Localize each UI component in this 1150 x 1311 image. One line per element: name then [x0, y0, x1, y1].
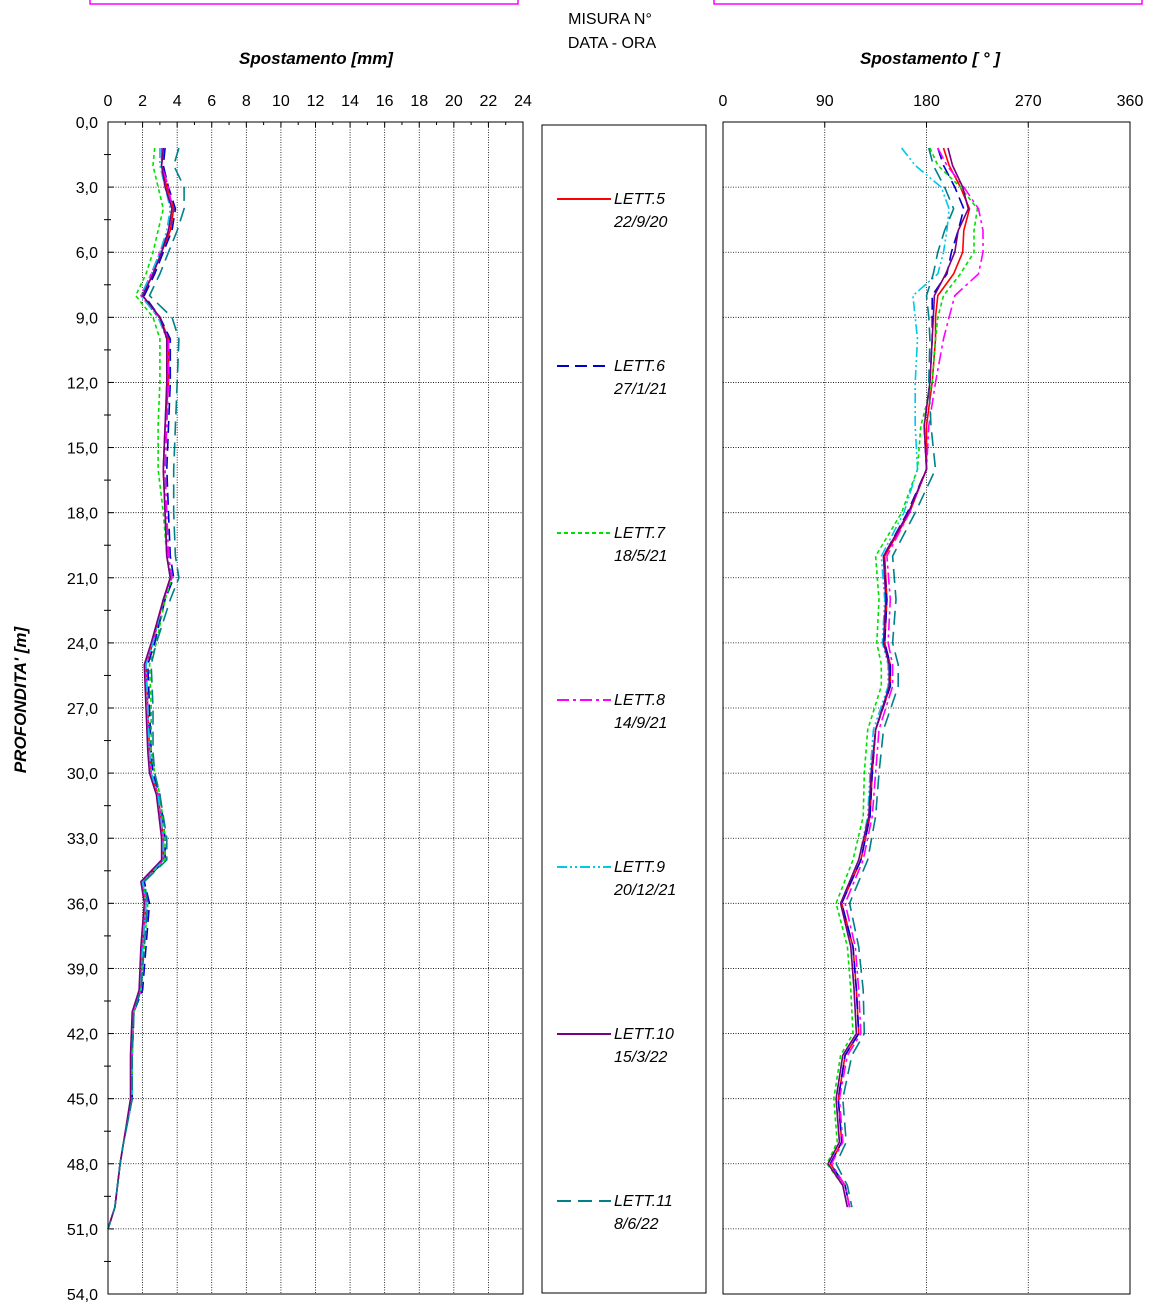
left-x-tick-label: 0 — [104, 93, 113, 110]
left-x-tick-label: 20 — [445, 93, 463, 110]
legend-date: 8/6/22 — [614, 1216, 659, 1233]
y-tick-label: 24,0 — [67, 636, 98, 653]
left-x-tick-label: 12 — [307, 93, 325, 110]
left-y-tick-labels: 0,0 3,0 6,0 9,0 12,0 15,0 18,0 21,0 24,0 27,0 30,0… — [67, 115, 98, 1304]
left-series-lines — [107, 147, 185, 1230]
left-x-tick-label: 4 — [173, 93, 182, 110]
y-tick-label: 54,0 — [67, 1287, 98, 1304]
legend-label: LETT.7 — [614, 525, 666, 542]
right-x-tick-labels: 0 90 180 270 360 — [719, 93, 1144, 110]
left-plot-frame — [107, 121, 524, 1295]
legend: LETT.5 22/9/20 LETT.6 27/1/21 LETT.7 18/5/21 L… — [541, 124, 707, 1294]
left-x-tick-label: 10 — [272, 93, 290, 110]
right-x-tick-label: 90 — [816, 93, 834, 110]
legend-date: 15/3/22 — [614, 1049, 667, 1066]
left-x-tick-label: 24 — [514, 93, 532, 110]
legend-date: 20/12/21 — [613, 882, 676, 899]
right-x-tick-label: 180 — [913, 93, 940, 110]
measure-label: MISURA N° — [568, 11, 652, 28]
legend-label: LETT.6 — [614, 358, 665, 375]
displacement-mm-chart: Spostamento [mm] PROFONDITA' [m] 0 2 4 6 8 10… — [11, 49, 532, 1304]
legend-label: LETT.9 — [614, 859, 665, 876]
legend-label: LETT.5 — [614, 191, 665, 208]
y-tick-label: 39,0 — [67, 961, 98, 978]
right-series-lett7 — [826, 147, 979, 1208]
displacement-deg-chart: Spostamento [ ° ] 0 90 180 270 360 — [719, 49, 1144, 1295]
right-x-tick-label: 0 — [719, 93, 728, 110]
right-grid — [722, 122, 1131, 1294]
y-tick-label: 12,0 — [67, 375, 98, 392]
legend-date: 18/5/21 — [614, 548, 667, 565]
left-series-lett8 — [107, 148, 173, 1230]
left-series-lett11 — [107, 147, 185, 1230]
left-x-tick-label: 2 — [138, 93, 147, 110]
y-tick-label: 33,0 — [67, 831, 98, 848]
y-tick-label: 0,0 — [76, 115, 98, 132]
legend-label: LETT.10 — [614, 1026, 674, 1043]
top-right-box — [713, 0, 1143, 5]
left-x-tick-label: 14 — [341, 93, 359, 110]
right-x-tick-label: 360 — [1117, 93, 1144, 110]
y-tick-label: 42,0 — [67, 1027, 98, 1044]
right-series-lines — [826, 147, 984, 1208]
legend-date: 14/9/21 — [614, 715, 667, 732]
y-tick-label: 6,0 — [76, 245, 98, 262]
y-tick-label: 45,0 — [67, 1092, 98, 1109]
left-x-tick-label: 16 — [376, 93, 394, 110]
legend-date: 22/9/20 — [613, 214, 667, 231]
y-tick-label: 21,0 — [67, 571, 98, 588]
right-plot-frame — [722, 121, 1131, 1295]
y-tick-label: 51,0 — [67, 1222, 98, 1239]
legend-label: LETT.11 — [614, 1193, 673, 1210]
left-x-axis-title: Spostamento [mm] — [239, 49, 394, 68]
legend-frame — [541, 124, 707, 1294]
right-x-tick-label: 270 — [1015, 93, 1042, 110]
right-series-lett11 — [835, 147, 955, 1208]
left-series-lett10 — [107, 147, 173, 1230]
y-tick-label: 30,0 — [67, 766, 98, 783]
legend-date: 27/1/21 — [613, 381, 667, 398]
y-tick-label: 36,0 — [67, 896, 98, 913]
y-tick-label: 18,0 — [67, 506, 98, 523]
y-tick-label: 48,0 — [67, 1157, 98, 1174]
left-x-tick-label: 6 — [207, 93, 216, 110]
right-series-lett5 — [829, 147, 971, 1208]
left-series-lett9 — [107, 148, 172, 1230]
left-x-tick-label: 8 — [242, 93, 251, 110]
y-tick-label: 9,0 — [76, 310, 98, 327]
left-grid — [104, 121, 524, 1295]
y-tick-label: 3,0 — [76, 180, 98, 197]
right-series-lett6 — [829, 147, 965, 1208]
y-tick-label: 15,0 — [67, 441, 98, 458]
right-series-lett10 — [827, 147, 970, 1208]
top-left-box — [89, 0, 519, 5]
left-x-tick-label: 18 — [410, 93, 428, 110]
y-tick-label: 27,0 — [67, 701, 98, 718]
right-series-lett8 — [830, 147, 984, 1208]
right-x-axis-title: Spostamento [ ° ] — [860, 49, 1001, 68]
date-label: DATA - ORA — [568, 35, 657, 52]
y-axis-title: PROFONDITA' [m] — [11, 625, 30, 773]
left-series-lett7 — [107, 147, 173, 1230]
legend-label: LETT.8 — [614, 692, 665, 709]
left-x-tick-label: 22 — [480, 93, 498, 110]
left-x-tick-labels: 0 2 4 6 8 10 12 14 16 18 20 22 24 — [104, 93, 532, 110]
